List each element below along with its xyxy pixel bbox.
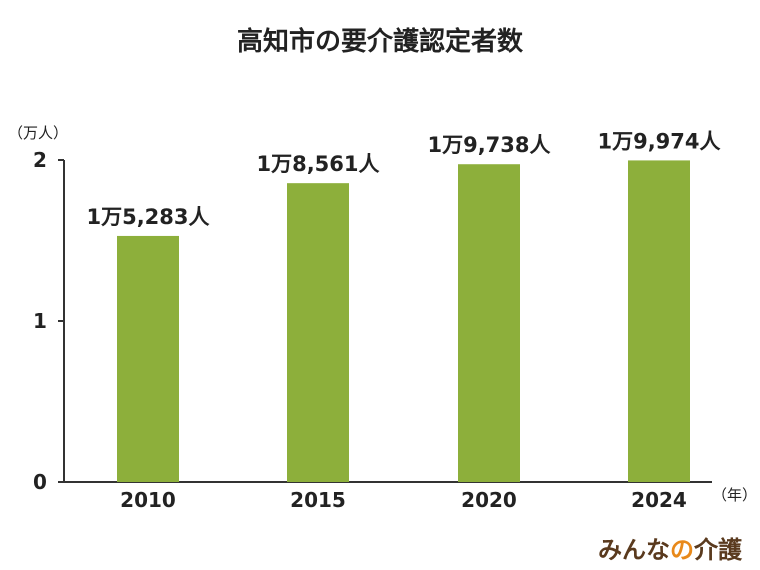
x-tick-label-2015: 2015 xyxy=(290,488,346,512)
logo-text-end: 介護 xyxy=(693,536,743,564)
x-tick-label-2024: 2024 xyxy=(631,488,687,512)
data-label-2010: 1万5,283人 xyxy=(86,205,209,229)
y-tick-label: 2 xyxy=(33,148,47,172)
data-label-2024: 1万9,974人 xyxy=(597,129,720,153)
x-axis-unit-label: （年） xyxy=(712,486,757,504)
bar-2024 xyxy=(628,160,690,483)
x-tick-label-2020: 2020 xyxy=(461,488,517,512)
data-label-2020: 1万9,738人 xyxy=(427,133,550,157)
bar-2015 xyxy=(287,183,349,482)
bars-group: 1万5,283人 2010 1万8,561人 2015 1万9,738人 2020 1万9,… xyxy=(86,129,720,512)
logo-text-accent: の xyxy=(670,536,694,564)
svg-text:みんなの介護: みんなの介護 xyxy=(598,536,743,564)
bar-2020 xyxy=(458,164,520,482)
y-tick-label: 0 xyxy=(33,470,47,494)
y-axis-ticks: 0 1 2 xyxy=(33,148,64,494)
x-tick-label-2010: 2010 xyxy=(120,488,176,512)
data-label-2015: 1万8,561人 xyxy=(256,152,379,176)
brand-logo: みんなの介護 xyxy=(598,536,743,564)
chart-title: 高知市の要介護認定者数 xyxy=(237,26,524,57)
logo-text-main: みんな xyxy=(598,536,670,564)
y-tick-label: 1 xyxy=(33,309,47,333)
y-axis-unit-label: （万人） xyxy=(8,124,68,142)
bar-2010 xyxy=(117,235,179,482)
